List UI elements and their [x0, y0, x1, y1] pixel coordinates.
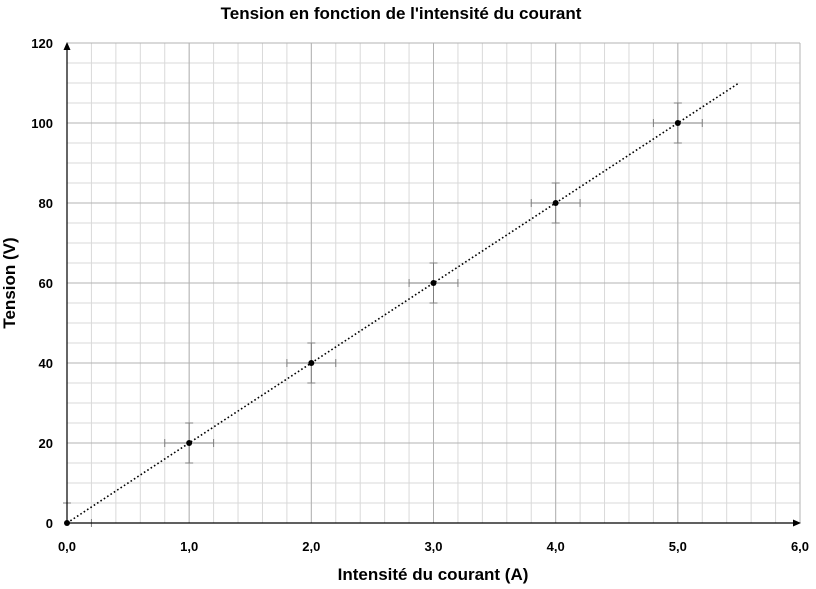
data-point [64, 520, 70, 526]
x-tick-label: 4,0 [547, 539, 565, 554]
y-tick-label: 100 [31, 116, 53, 131]
tick-labels: 0,0 1,0 2,0 3,0 4,0 5,0 6,0 0 20 40 60 80 100 120 [31, 36, 809, 554]
x-tick-label: 0,0 [58, 539, 76, 554]
trendline-group [66, 82, 740, 524]
data-points [64, 120, 681, 526]
data-point [308, 360, 315, 366]
y-tick-label: 40 [39, 356, 53, 371]
x-tick-label: 3,0 [424, 539, 442, 554]
y-tick-label: 120 [31, 36, 53, 51]
x-axis-arrow-icon [793, 519, 801, 527]
data-point [430, 280, 437, 286]
trendline [66, 82, 740, 524]
y-axis-arrow-icon [63, 42, 71, 50]
y-tick-label: 0 [46, 516, 53, 531]
grid [66, 42, 801, 524]
chart-title: Tension en fonction de l'intensité du co… [221, 4, 582, 23]
data-point [674, 120, 681, 126]
axes [63, 42, 801, 527]
x-tick-label: 2,0 [302, 539, 320, 554]
x-tick-label: 6,0 [791, 539, 809, 554]
y-axis-title: Tension (V) [0, 237, 19, 328]
y-tick-label: 60 [39, 276, 53, 291]
x-axis-title: Intensité du courant (A) [338, 565, 529, 584]
y-tick-label: 20 [39, 436, 53, 451]
data-point [186, 440, 193, 446]
x-tick-label: 5,0 [669, 539, 687, 554]
y-tick-label: 80 [39, 196, 53, 211]
data-point [552, 200, 559, 206]
x-tick-label: 1,0 [180, 539, 198, 554]
